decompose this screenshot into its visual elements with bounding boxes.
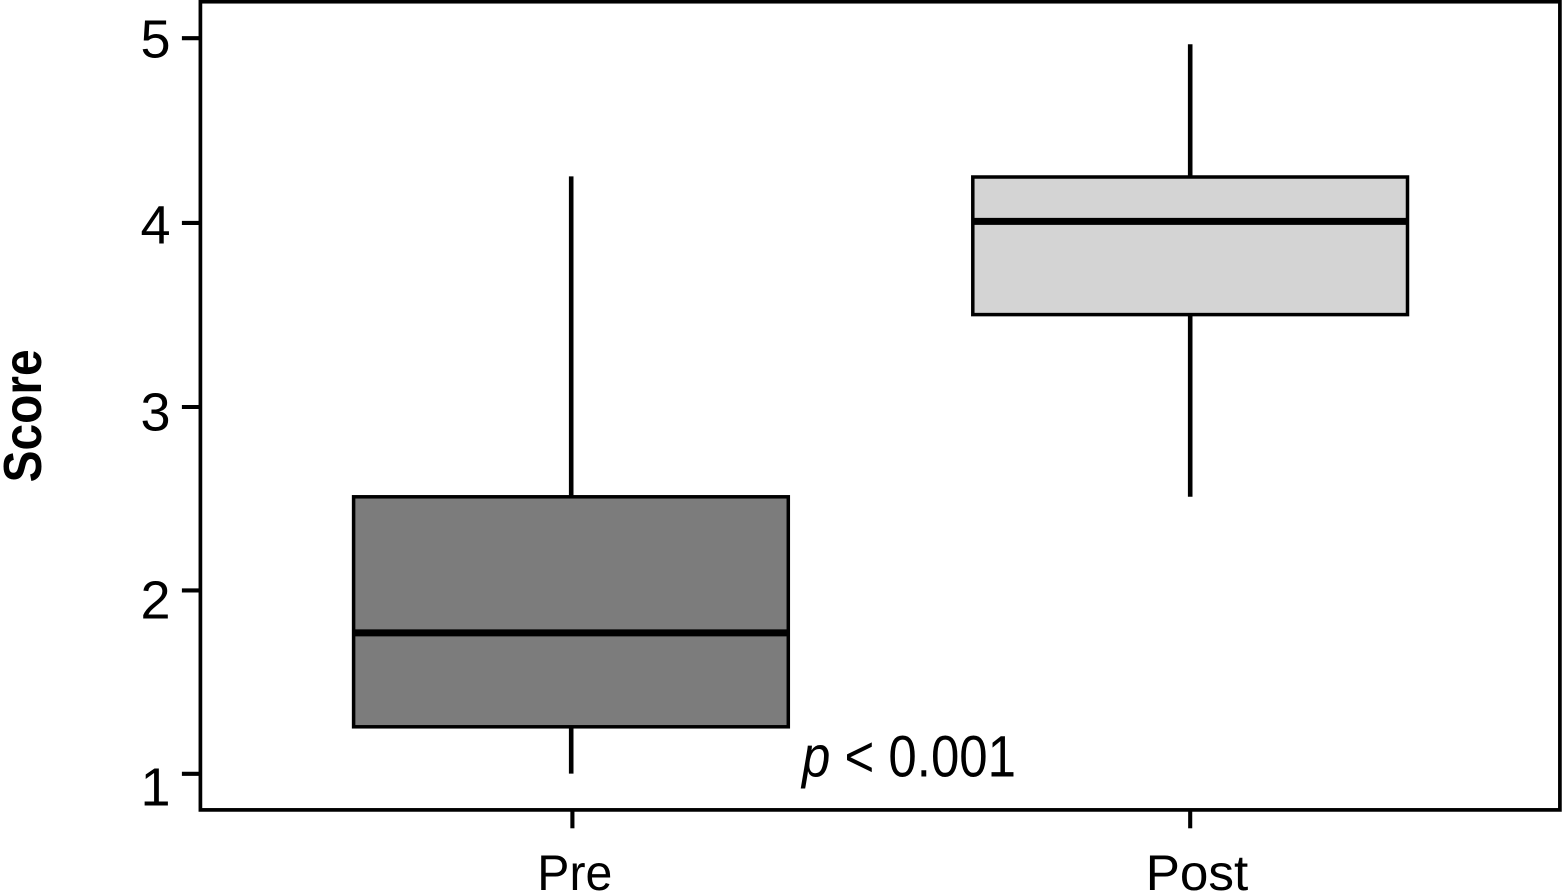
svg-text:1: 1 xyxy=(140,757,170,817)
svg-text:2: 2 xyxy=(140,570,170,630)
svg-text:p < 0.001: p < 0.001 xyxy=(800,724,1016,789)
svg-text:3: 3 xyxy=(140,383,170,443)
svg-text:Post: Post xyxy=(1146,845,1249,895)
svg-text:5: 5 xyxy=(140,10,170,70)
svg-text:Pre: Pre xyxy=(537,845,612,895)
svg-text:4: 4 xyxy=(140,196,170,256)
svg-text:Score: Score xyxy=(0,349,53,482)
